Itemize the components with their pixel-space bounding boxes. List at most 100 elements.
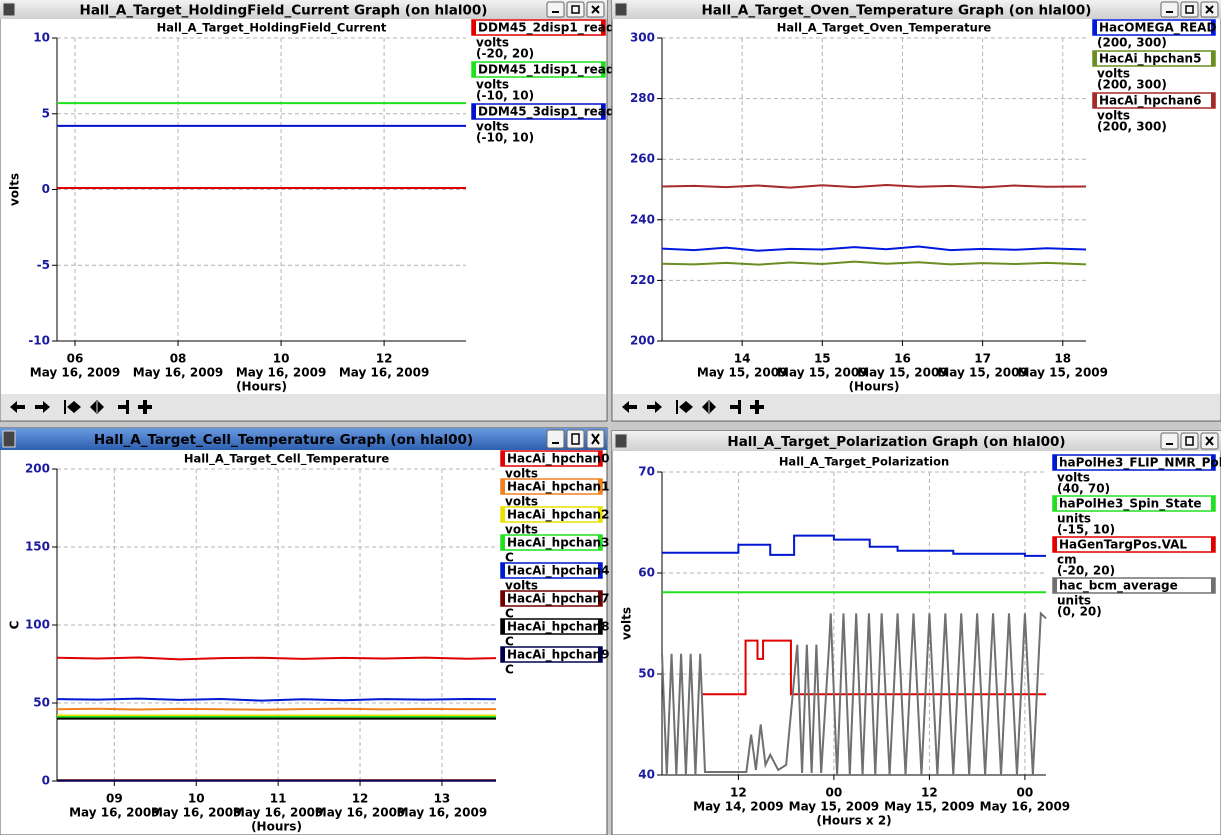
legend-range: (200, 300): [1097, 36, 1167, 50]
y-tick-label: 70: [638, 465, 655, 479]
maximize-button[interactable]: [566, 429, 585, 449]
legend-unit: volts: [476, 120, 509, 134]
legend-name: DDM45_1disp1_read: [478, 63, 614, 78]
x-tick-label: 11: [270, 792, 287, 806]
legend-swatch: [601, 62, 605, 77]
series-line: [662, 534, 1046, 557]
x-tick-date: May 16, 2009: [69, 806, 160, 820]
x-tick-label: 18: [1054, 352, 1071, 366]
toolbar-button[interactable]: [90, 400, 104, 414]
legend-swatch: [598, 451, 602, 466]
toolbar-button[interactable]: [10, 401, 25, 413]
x-tick-label: 00: [826, 786, 843, 800]
legend-swatch: [1211, 455, 1215, 470]
graph-window: Hall_A_Target_Polarization Graph (on hla…: [611, 430, 1221, 835]
legend-swatch: [598, 619, 602, 634]
toolbar-button[interactable]: [138, 400, 152, 414]
legend-name: haPolHe3_Spin_State: [1059, 497, 1202, 512]
plot-title: Hall_A_Target_Polarization: [779, 455, 949, 470]
legend-name: HacAi_hpchan5: [1099, 52, 1201, 67]
button-glyph: [591, 5, 600, 14]
button-glyph: [1185, 436, 1194, 446]
legend-range: (-15, 10): [1057, 523, 1115, 537]
legend-unit: cm: [1057, 553, 1077, 567]
legend-name: DDM45_2disp1_read: [478, 21, 614, 36]
y-tick-label: 240: [630, 212, 655, 226]
maximize-button[interactable]: [1180, 1, 1199, 18]
title-bar: [612, 431, 1221, 451]
x-tick-label: 10: [188, 792, 205, 806]
legend-range: (0, 20): [1057, 605, 1102, 619]
x-tick-date: May 15, 2009: [1017, 366, 1108, 380]
x-tick-label: 12: [921, 786, 938, 800]
x-tick-label: 06: [67, 352, 84, 366]
legend-swatch: [501, 479, 505, 494]
x-tick-date: May 16, 2009: [980, 800, 1071, 814]
legend-swatch: [598, 563, 602, 578]
toolbar-button[interactable]: [622, 401, 637, 413]
legend-unit: volts: [505, 579, 538, 593]
button-glyph: [571, 433, 580, 445]
legend-name: haPolHe3_FLIP_NMR_Pol: [1059, 456, 1221, 471]
button-glyph: [1205, 5, 1214, 14]
legend-swatch: [501, 563, 505, 578]
toolbar-button[interactable]: [676, 400, 693, 414]
legend-name: HacAi_hpchan2: [507, 508, 609, 523]
title-bar: [0, 428, 607, 450]
minimize-button[interactable]: [546, 1, 565, 18]
minimize-button[interactable]: [1160, 432, 1179, 450]
minimize-button[interactable]: [546, 429, 565, 449]
x-tick-label: 14: [734, 352, 751, 366]
x-tick-date: May 15, 2009: [697, 366, 788, 380]
y-tick-label: 0: [42, 182, 50, 196]
legend-swatch: [1053, 537, 1057, 552]
toolbar-button[interactable]: [702, 400, 716, 414]
legend-swatch: [501, 647, 505, 662]
legend-unit: volts: [505, 495, 538, 509]
x-tick-date: May 15, 2009: [884, 800, 975, 814]
minimize-button[interactable]: [1160, 1, 1179, 18]
y-tick-label: -5: [37, 258, 50, 272]
y-tick-label: 60: [638, 566, 655, 580]
legend-swatch: [501, 451, 505, 466]
legend-name: HacAi_hpchan7: [507, 592, 609, 607]
maximize-button[interactable]: [566, 1, 585, 18]
graph-window: Hall_A_Target_Cell_Temperature Graph (on…: [0, 427, 609, 835]
legend-range: (-10, 10): [476, 131, 534, 145]
button-glyph: [591, 433, 600, 445]
toolbar-button[interactable]: [64, 400, 81, 414]
toolbar-button[interactable]: [118, 400, 129, 414]
series-line: [661, 245, 1087, 252]
legend-unit: volts: [476, 36, 509, 50]
title-bar: [0, 0, 607, 19]
x-axis-label: (Hours): [236, 380, 287, 394]
maximize-button[interactable]: [1180, 432, 1199, 450]
legend-unit: C: [505, 635, 514, 649]
window-icon: [614, 433, 628, 449]
toolbar-button[interactable]: [750, 400, 764, 414]
x-tick-label: 12: [376, 352, 393, 366]
x-tick-date: May 16, 2009: [397, 806, 488, 820]
x-tick-label: 09: [106, 792, 123, 806]
y-tick-label: 100: [25, 618, 50, 632]
x-tick-date: May 15, 2009: [789, 800, 880, 814]
legend-swatch: [1093, 93, 1097, 108]
window-icon: [2, 430, 16, 448]
x-tick-date: May 16, 2009: [339, 366, 430, 380]
y-tick-label: 150: [25, 540, 50, 554]
graph-window: Hall_A_Target_Oven_Temperature Graph (on…: [611, 0, 1221, 422]
toolbar-button[interactable]: [35, 401, 50, 413]
y-axis-label: volts: [8, 173, 22, 206]
legend-swatch: [472, 20, 476, 35]
toolbar-button[interactable]: [647, 401, 662, 413]
legend-swatch: [1211, 20, 1215, 35]
toolbar-button[interactable]: [730, 400, 741, 414]
y-tick-label: 40: [638, 768, 655, 782]
y-tick-label: 220: [630, 273, 655, 287]
x-tick-label: 08: [170, 352, 187, 366]
legend-name: hac_bcm_average: [1059, 579, 1178, 594]
x-tick-label: 00: [1017, 786, 1034, 800]
plot-title: Hall_A_Target_HoldingField_Current: [157, 21, 387, 36]
legend-unit: volts: [1097, 109, 1130, 123]
